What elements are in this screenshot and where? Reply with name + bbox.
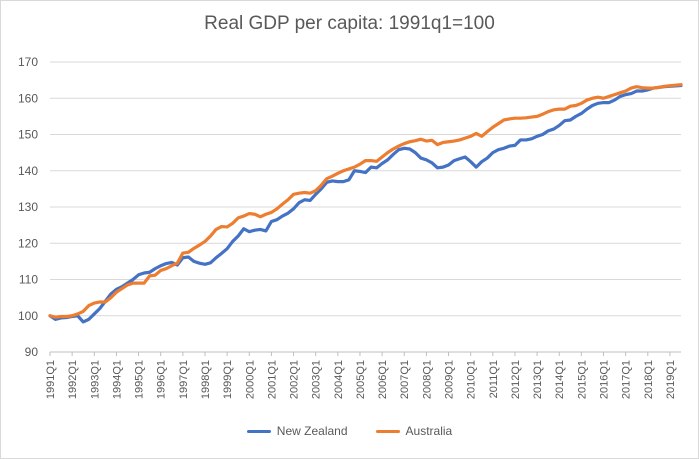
y-tick-label: 150 <box>18 128 38 142</box>
x-tick-label: 2019Q1 <box>665 360 677 399</box>
x-tick-label: 2012Q1 <box>510 360 522 399</box>
x-tick-label: 2017Q1 <box>621 360 633 399</box>
x-tick-label: 1991Q1 <box>45 360 57 399</box>
y-tick-label: 120 <box>18 236 38 250</box>
y-tick-label: 130 <box>18 200 38 214</box>
x-tick-label: 2001Q1 <box>266 360 278 399</box>
legend-label-australia: Australia <box>405 424 453 438</box>
chart-title: Real GDP per capita: 1991q1=100 <box>204 13 495 34</box>
x-tick-label: 2006Q1 <box>377 360 389 399</box>
x-tick-label: 2004Q1 <box>333 360 345 399</box>
x-tick-label: 2014Q1 <box>554 360 566 399</box>
x-tick-label: 1995Q1 <box>134 360 146 399</box>
series-line-australia <box>48 83 683 319</box>
x-tick-label: 2008Q1 <box>421 360 433 399</box>
x-tick-label: 2011Q1 <box>488 360 500 398</box>
legend-item-australia: Australia <box>375 424 453 438</box>
y-tick-label: 160 <box>18 91 38 105</box>
y-axis: 90 100 110 120 130 140 150 160 170 <box>18 55 38 359</box>
x-tick-label: 2016Q1 <box>599 360 611 399</box>
y-tick-label: 110 <box>19 273 38 287</box>
x-tick-label: 1994Q1 <box>111 360 123 399</box>
x-tick-label: 2013Q1 <box>532 360 544 399</box>
x-tick-label: 2005Q1 <box>355 360 367 399</box>
x-axis: 1991Q1 1992Q1 1993Q1 1994Q1 1995Q1 1996Q1 1997… <box>45 351 681 399</box>
x-tick-label: 2007Q1 <box>399 360 411 399</box>
x-tick-label: 1999Q1 <box>222 360 234 399</box>
legend-swatch-new-zealand <box>246 429 271 433</box>
x-tick-label: 1996Q1 <box>156 360 168 399</box>
x-tick-label: 2000Q1 <box>244 360 256 399</box>
x-tick-label: 1997Q1 <box>178 360 190 399</box>
x-tick-label: 2002Q1 <box>289 360 301 399</box>
y-tick-label: 90 <box>25 345 39 359</box>
x-tick-label: 2018Q1 <box>643 360 655 399</box>
legend: New Zealand Australia <box>0 424 699 438</box>
x-tick-label: 2015Q1 <box>576 360 588 399</box>
x-tick-label: 2010Q1 <box>466 360 478 399</box>
y-tick-label: 100 <box>18 309 38 323</box>
x-tick-label: 1992Q1 <box>67 360 79 399</box>
x-tick-label: 1998Q1 <box>200 360 212 399</box>
series-line-new-zealand <box>48 83 683 324</box>
gridlines <box>50 61 681 317</box>
legend-label-new-zealand: New Zealand <box>276 424 348 438</box>
x-tick-label: 2009Q1 <box>444 360 456 399</box>
y-tick-label: 140 <box>18 164 38 178</box>
y-tick-label: 170 <box>18 55 38 69</box>
series-lines <box>48 83 683 324</box>
legend-swatch-australia <box>375 429 400 433</box>
x-tick-label: 1993Q1 <box>89 360 101 399</box>
x-tick-label: 2003Q1 <box>311 360 323 399</box>
legend-item-new-zealand: New Zealand <box>246 424 348 438</box>
